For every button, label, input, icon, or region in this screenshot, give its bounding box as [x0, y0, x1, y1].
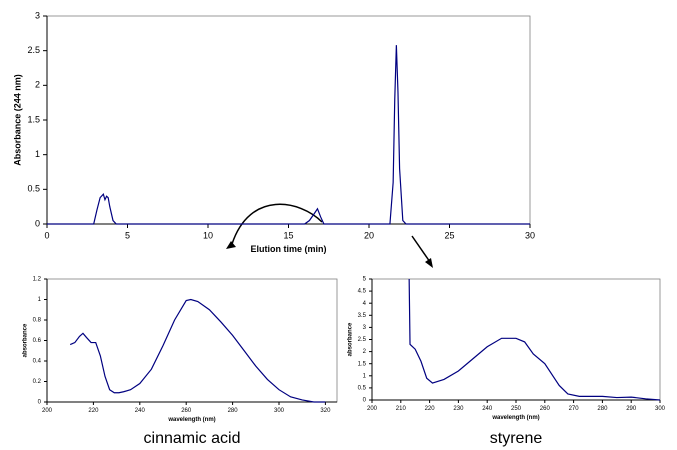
x-tick-label: 220: [425, 406, 436, 412]
x-tick-label: 210: [396, 406, 407, 412]
x-tick-label: 290: [626, 406, 637, 412]
x-tick-label: 20: [364, 230, 374, 240]
plot-frame: [46, 278, 338, 403]
x-tick-label: 15: [283, 230, 293, 240]
x-tick-label: 280: [228, 408, 239, 414]
plot-frame: [371, 278, 661, 401]
y-tick-label: 3: [35, 10, 40, 20]
y-tick-label: 0.2: [33, 379, 42, 385]
x-tick-label: 270: [569, 406, 580, 412]
y-tick-label: 0.8: [33, 318, 42, 324]
y-tick-label: 1.5: [358, 361, 367, 367]
x-tick-label: 25: [444, 230, 454, 240]
y-tick-label: 0.5: [27, 184, 40, 194]
x-axis-title: Elution time (min): [251, 244, 327, 254]
y-tick-label: 0: [35, 218, 40, 228]
x-tick-label: 5: [125, 230, 130, 240]
y-tick-label: 1: [35, 149, 40, 159]
y-tick-label: 1.5: [27, 114, 40, 124]
x-tick-label: 30: [525, 230, 535, 240]
caption: styrene: [490, 430, 543, 447]
x-tick-label: 220: [88, 408, 99, 414]
plot-frame: [46, 15, 531, 225]
y-tick-label: 2: [35, 80, 40, 90]
y-axis-title: absorbance: [23, 323, 29, 357]
y-tick-label: 0.5: [358, 385, 367, 391]
y-tick-label: 0.4: [33, 359, 42, 365]
line-series: [69, 298, 326, 403]
x-axis-title: wavelength (nm): [491, 415, 539, 421]
x-tick-label: 240: [135, 408, 146, 414]
arrow-head: [425, 258, 433, 268]
line-series: [47, 45, 530, 225]
x-tick-label: 320: [320, 408, 331, 414]
y-tick-label: 3: [363, 325, 367, 331]
arrow: [411, 235, 431, 263]
y-tick-label: 0: [363, 398, 367, 404]
x-tick-label: 250: [511, 406, 522, 412]
y-tick-label: 1.2: [33, 277, 42, 283]
arrow-head: [226, 241, 236, 249]
y-tick-label: 0.6: [33, 338, 42, 344]
caption: cinnamic acid: [144, 430, 241, 447]
x-tick-label: 280: [597, 406, 608, 412]
x-tick-label: 0: [44, 230, 49, 240]
y-tick-label: 1: [38, 297, 42, 303]
y-tick-label: 4: [363, 301, 367, 307]
x-tick-label: 10: [203, 230, 213, 240]
y-tick-label: 1: [363, 373, 367, 379]
y-tick-label: 0: [38, 400, 42, 406]
y-axis-title: absorbance: [348, 322, 354, 356]
x-tick-label: 260: [181, 408, 192, 414]
x-tick-label: 230: [453, 406, 464, 412]
x-tick-label: 300: [655, 406, 666, 412]
x-tick-label: 300: [274, 408, 285, 414]
y-tick-label: 2: [363, 349, 367, 355]
x-tick-label: 200: [367, 406, 378, 412]
y-tick-label: 2.5: [358, 337, 367, 343]
y-tick-label: 3.5: [358, 313, 367, 319]
y-tick-label: 4.5: [358, 289, 367, 295]
x-tick-label: 260: [540, 406, 551, 412]
x-axis-title: wavelength (nm): [167, 417, 215, 423]
y-tick-label: 2.5: [27, 45, 40, 55]
line-series: [408, 278, 661, 401]
y-axis-title: Absorbance (244 nm): [12, 74, 22, 166]
x-tick-label: 240: [482, 406, 493, 412]
x-tick-label: 200: [42, 408, 53, 414]
y-tick-label: 5: [363, 277, 367, 283]
